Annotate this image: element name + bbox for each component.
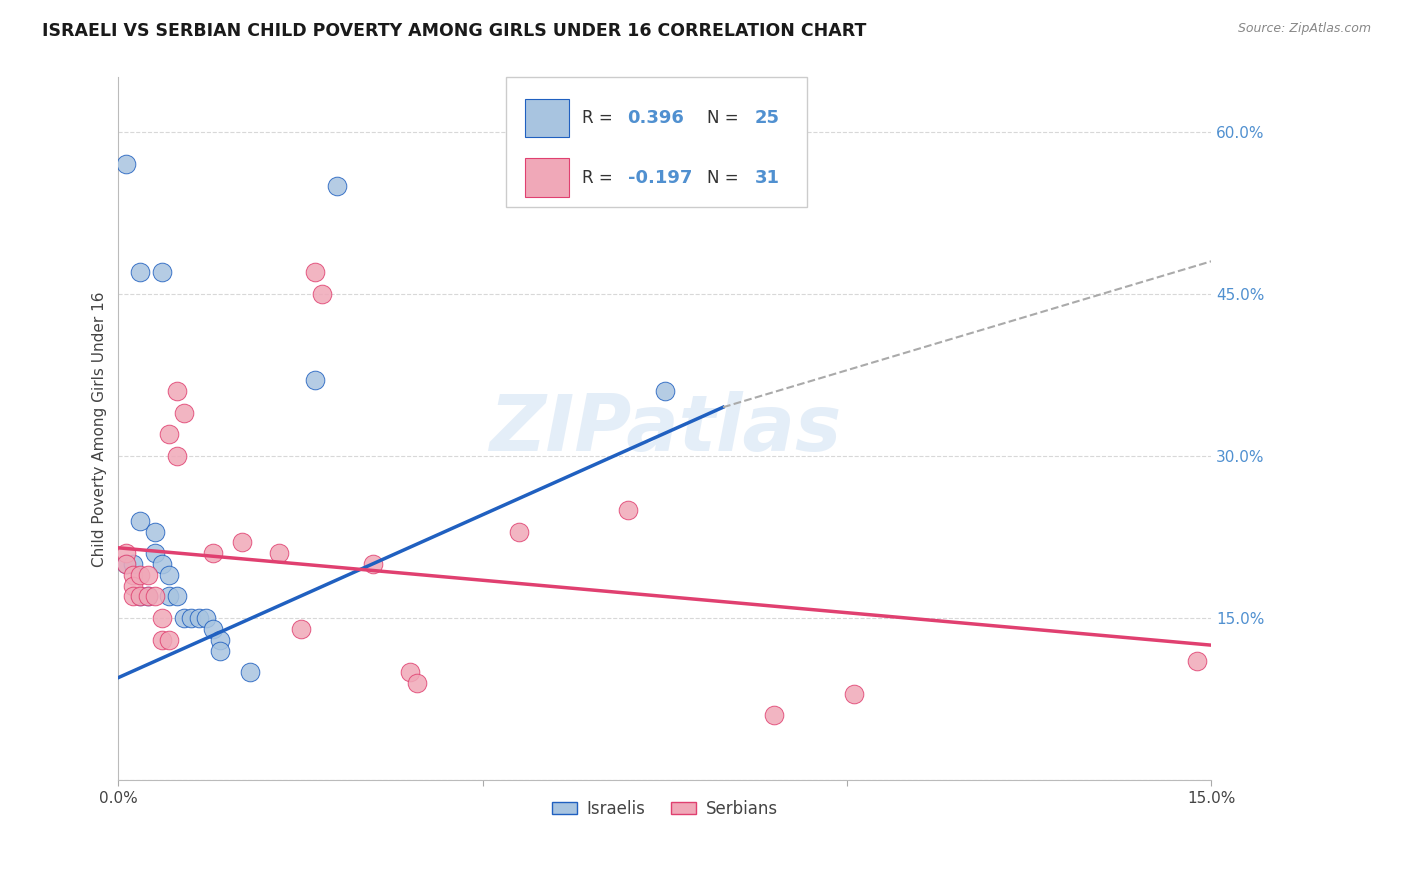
Point [267, 546, 290, 560]
Point [180, 611, 202, 625]
Legend: Israelis, Serbians: Israelis, Serbians [546, 793, 785, 825]
Point [508, 524, 530, 539]
Text: N =: N = [707, 109, 744, 127]
Point [187, 611, 209, 625]
FancyBboxPatch shape [506, 78, 807, 208]
Point [1185, 654, 1208, 668]
Point [209, 632, 232, 647]
Point [143, 524, 166, 539]
Text: R =: R = [582, 109, 617, 127]
Point [114, 157, 136, 171]
Point [844, 687, 866, 701]
Point [202, 546, 225, 560]
Point [122, 590, 145, 604]
Point [136, 567, 159, 582]
Point [326, 178, 349, 193]
Point [114, 557, 136, 571]
Point [159, 590, 181, 604]
Point [304, 265, 326, 279]
Point [129, 514, 152, 528]
Point [114, 546, 136, 560]
Point [763, 708, 786, 723]
Text: 25: 25 [755, 109, 779, 127]
Point [311, 286, 333, 301]
Text: ISRAELI VS SERBIAN CHILD POVERTY AMONG GIRLS UNDER 16 CORRELATION CHART: ISRAELI VS SERBIAN CHILD POVERTY AMONG G… [42, 22, 866, 40]
Text: 0.396: 0.396 [627, 109, 685, 127]
Point [398, 665, 420, 680]
Point [617, 503, 640, 517]
Point [290, 622, 312, 636]
Point [150, 557, 173, 571]
Point [159, 632, 181, 647]
Point [166, 449, 188, 463]
Point [122, 579, 145, 593]
Text: -0.197: -0.197 [627, 169, 692, 186]
Point [406, 676, 429, 690]
Point [159, 427, 181, 442]
Point [122, 567, 145, 582]
Point [143, 546, 166, 560]
Point [150, 265, 173, 279]
Text: ZIPatlas: ZIPatlas [489, 391, 841, 467]
Point [136, 590, 159, 604]
Point [122, 557, 145, 571]
Bar [524, 98, 568, 137]
Point [129, 590, 152, 604]
Point [202, 622, 225, 636]
Point [114, 557, 136, 571]
Point [231, 535, 253, 549]
Bar [524, 158, 568, 197]
Point [194, 611, 217, 625]
Point [150, 611, 173, 625]
Point [129, 265, 152, 279]
Point [150, 632, 173, 647]
Point [166, 590, 188, 604]
Point [129, 567, 152, 582]
Point [363, 557, 385, 571]
Point [209, 643, 232, 657]
Point [143, 590, 166, 604]
Point [129, 590, 152, 604]
Point [173, 406, 195, 420]
Y-axis label: Child Poverty Among Girls Under 16: Child Poverty Among Girls Under 16 [93, 291, 107, 566]
Point [159, 567, 181, 582]
Point [654, 384, 676, 398]
Point [166, 384, 188, 398]
Point [173, 611, 195, 625]
Point [238, 665, 260, 680]
Text: N =: N = [707, 169, 744, 186]
Point [304, 373, 326, 387]
Text: R =: R = [582, 169, 617, 186]
Text: Source: ZipAtlas.com: Source: ZipAtlas.com [1237, 22, 1371, 36]
Point [136, 590, 159, 604]
Text: 31: 31 [755, 169, 779, 186]
